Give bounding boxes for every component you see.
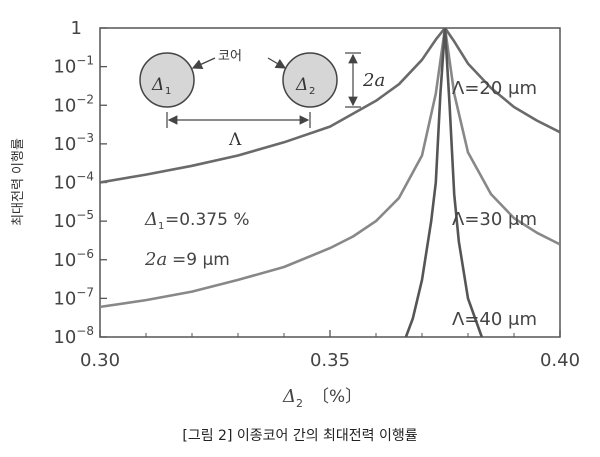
x-tick-label: 0.35 — [310, 350, 350, 371]
y-tick-label: 10−8 — [53, 324, 94, 348]
series-group — [100, 28, 560, 337]
core-schematic: Δ 1 Δ 2 코어 Λ 2a — [139, 49, 385, 150]
series-line-1 — [100, 28, 560, 309]
core-pointer-left — [191, 57, 216, 69]
x-axis-label-symbol: Δ — [282, 386, 296, 407]
param-2a-value: =9 μm — [172, 250, 230, 270]
x-axis-ticks: 0.30 0.35 0.40 — [80, 330, 580, 371]
y-tick-label: 10−7 — [53, 285, 94, 309]
core-label: 코어 — [218, 49, 242, 64]
y-tick-label: 1 — [71, 18, 82, 39]
param-delta1-value: =0.375 % — [165, 210, 249, 230]
core-1-circle — [139, 52, 195, 108]
x-axis-label-subscript: 2 — [296, 397, 303, 410]
core-1-label: Δ — [151, 75, 164, 95]
y-tick-label: 10−4 — [53, 170, 94, 194]
core-1-label-sub: 1 — [165, 86, 171, 97]
y-tick-label: 10−5 — [53, 208, 94, 232]
core-2-circle — [282, 52, 338, 108]
diameter-label: 2a — [362, 70, 385, 91]
chart-figure: 110−110−210−310−410−510−610−710−8 0.30 0.… — [10, 18, 580, 410]
x-axis-label-unit: 〔%〕 — [312, 387, 362, 407]
y-axis-ticks: 1 10−1 10−2 10−3 10−4 10−5 10−6 10−7 10−8 — [53, 18, 107, 348]
y-tick-label: 10−3 — [53, 131, 94, 155]
y-tick-label: 10−6 — [53, 247, 94, 271]
spacing-label: Λ — [228, 130, 242, 150]
y-tick-label: 10−2 — [53, 92, 94, 116]
y-tick-label: 10−1 — [53, 54, 94, 78]
figure-caption: [그림 2] 이종코어 간의 최대전력 이행률 — [182, 428, 418, 444]
param-delta1-symbol: Δ — [144, 209, 158, 230]
x-tick-label: 0.40 — [540, 350, 580, 371]
core-pointer-right — [267, 57, 287, 69]
param-2a-symbol: 2a — [144, 249, 167, 270]
core-2-label: Δ — [295, 75, 308, 95]
series-line-0 — [100, 28, 560, 184]
parameter-annotations: Δ 1 =0.375 % 2a =9 μm — [144, 209, 249, 270]
series-label-lambda-30: Λ=30 μm — [452, 209, 537, 230]
x-axis-label: Δ 2 〔%〕 — [282, 386, 362, 410]
series-label-lambda-40: Λ=40 μm — [452, 309, 537, 330]
param-delta1-sub: 1 — [158, 221, 164, 232]
series-line-2 — [404, 28, 484, 337]
x-tick-label: 0.30 — [80, 350, 120, 371]
series-label-lambda-20: Λ=20 μm — [452, 78, 537, 99]
core-2-label-sub: 2 — [309, 86, 315, 97]
y-axis-label: 최대전력 이행률 — [10, 138, 26, 226]
